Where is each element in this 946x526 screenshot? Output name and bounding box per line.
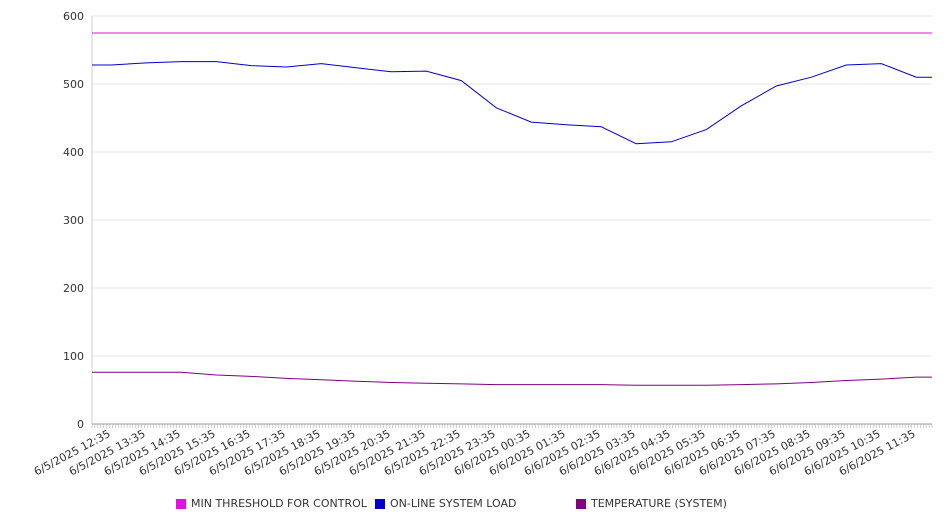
gridlines xyxy=(92,15,932,357)
y-tick-label: 200 xyxy=(63,282,84,295)
y-tick-label: 500 xyxy=(63,78,84,91)
x-axis: 6/5/2025 12:356/5/2025 13:356/5/2025 14:… xyxy=(32,423,933,478)
legend-label: ON-LINE SYSTEM LOAD xyxy=(390,497,517,510)
y-tick-label: 0 xyxy=(77,418,84,431)
legend-label: MIN THRESHOLD FOR CONTROL xyxy=(191,497,367,510)
series-lines xyxy=(92,32,932,386)
legend-item[interactable]: TEMPERATURE (SYSTEM) xyxy=(576,497,727,510)
y-tick-label: 400 xyxy=(63,146,84,159)
y-tick-label: 600 xyxy=(63,10,84,23)
legend-label: TEMPERATURE (SYSTEM) xyxy=(591,497,727,510)
legend-item[interactable]: ON-LINE SYSTEM LOAD xyxy=(375,497,516,510)
series-line-1 xyxy=(92,61,932,145)
y-axis: 0 100 200 300 400 500 600 xyxy=(63,10,93,431)
legend-swatch xyxy=(176,498,186,509)
legend-swatch xyxy=(576,498,586,509)
legend-swatch xyxy=(375,498,385,509)
legend-item[interactable]: MIN THRESHOLD FOR CONTROL xyxy=(176,497,367,510)
legend: MIN THRESHOLD FOR CONTROL ON-LINE SYSTEM … xyxy=(0,497,946,515)
y-tick-label: 300 xyxy=(63,214,84,227)
series-line-2 xyxy=(92,371,932,386)
y-tick-label: 100 xyxy=(63,350,84,363)
